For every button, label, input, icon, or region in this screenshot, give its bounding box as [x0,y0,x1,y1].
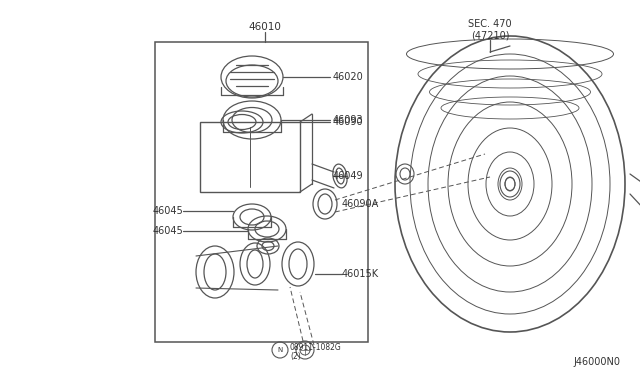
Text: 46015K: 46015K [342,269,379,279]
Text: (2): (2) [290,352,301,360]
Text: N: N [277,347,283,353]
Text: 08911-1082G: 08911-1082G [290,343,342,353]
Bar [200,122,300,192]
Text: 46020: 46020 [333,72,364,82]
Bar [155,42,368,342]
Text: SEC. 470: SEC. 470 [468,19,512,29]
Text: 46010: 46010 [248,22,282,32]
Text: (47210): (47210) [471,30,509,40]
Text: 46090: 46090 [333,117,364,127]
Text: 46045: 46045 [152,226,183,236]
Text: 46045: 46045 [152,206,183,216]
Text: 46049: 46049 [333,171,364,181]
Text: 46090A: 46090A [342,199,380,209]
Text: J46000N0: J46000N0 [573,357,620,367]
Text: 46093: 46093 [333,115,364,125]
